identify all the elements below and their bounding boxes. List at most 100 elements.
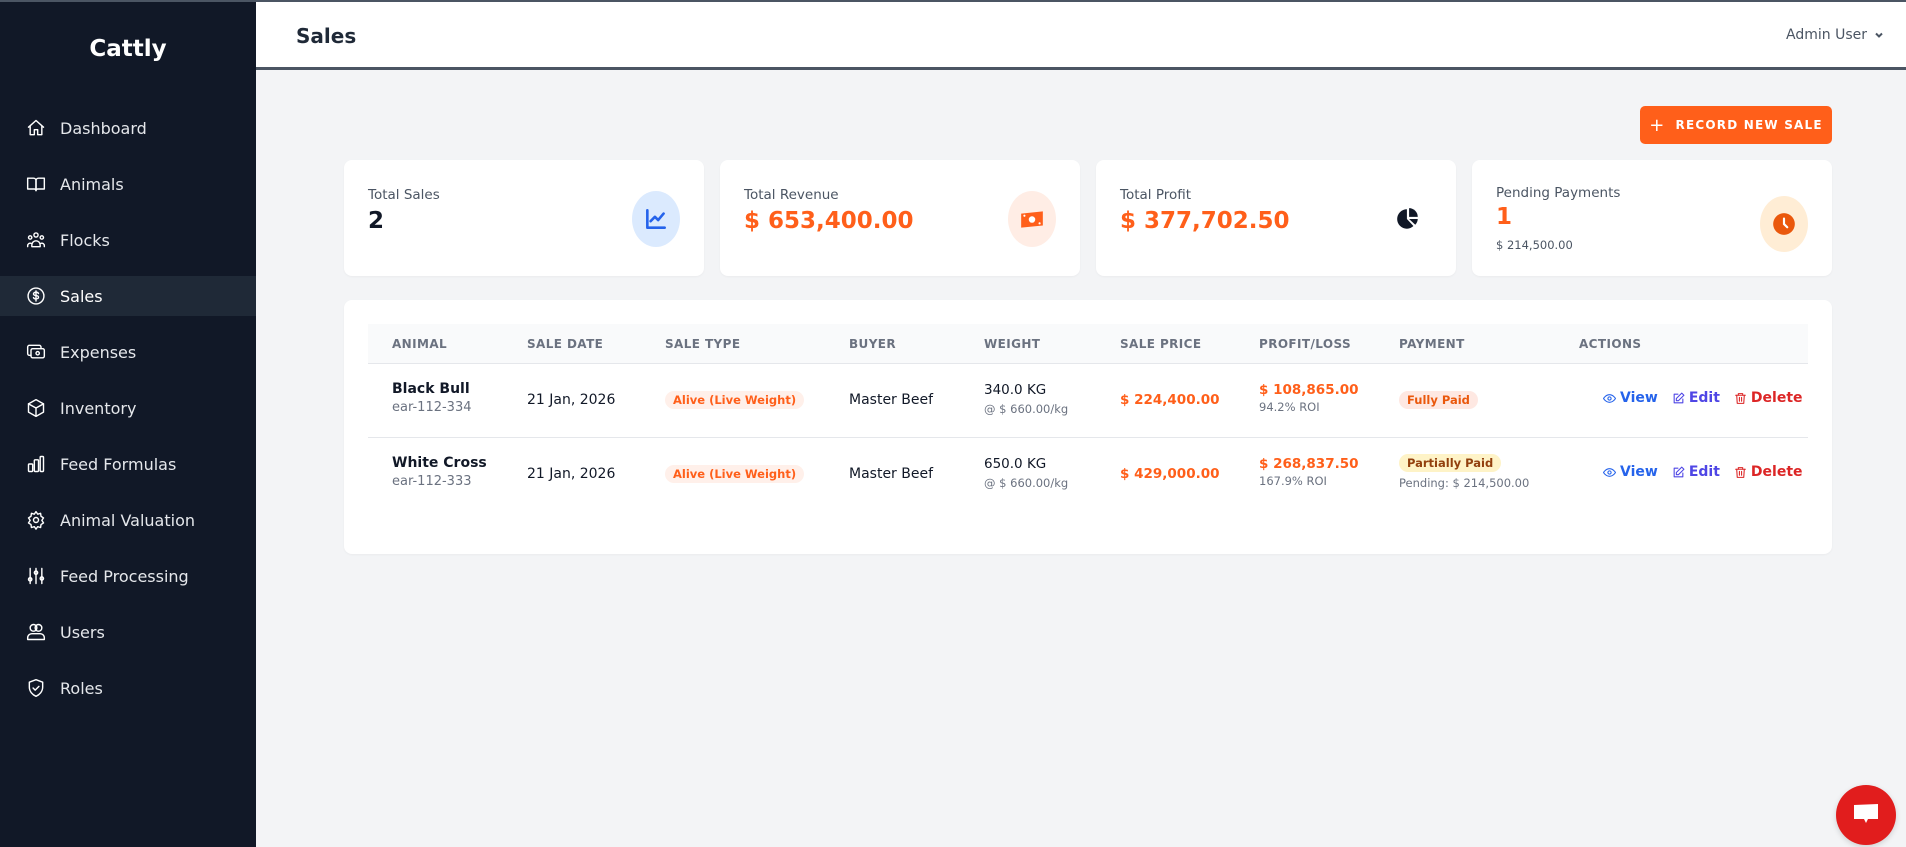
record-new-sale-label: RECORD NEW SALE [1675, 118, 1823, 132]
sidebar-item-flocks[interactable]: Flocks [0, 220, 256, 260]
sidebar-item-label: Feed Formulas [60, 454, 177, 474]
sidebar-item-label: Inventory [60, 398, 137, 418]
trend-chart-icon [632, 191, 680, 247]
sales-table-card: ANIMAL SALE DATE SALE TYPE BUYER WEIGHT … [344, 300, 1832, 554]
user-name: Admin User [1786, 27, 1867, 43]
top-bar: Sales Admin User [256, 2, 1906, 70]
stat-value: $ 653,400.00 [744, 208, 914, 234]
sidebar-item-label: Animals [60, 174, 124, 194]
animal-name: White Cross [392, 455, 487, 471]
sale-price: $ 429,000.00 [1120, 466, 1220, 482]
column-header: WEIGHT [984, 337, 1041, 351]
stat-value: 1 [1496, 204, 1513, 230]
record-new-sale-button[interactable]: + RECORD NEW SALE [1640, 106, 1832, 144]
sidebar: Cattly Dashboard Animals Flocks Sales Ex… [0, 2, 256, 847]
column-header: BUYER [849, 337, 897, 351]
view-button[interactable]: View [1603, 390, 1658, 406]
view-button[interactable]: View [1603, 464, 1658, 480]
banknote-icon [1008, 191, 1056, 247]
sidebar-item-label: Flocks [60, 230, 110, 250]
delete-button[interactable]: Delete [1734, 464, 1803, 480]
clock-icon [1760, 196, 1808, 252]
app-logo[interactable]: Cattly [89, 36, 167, 62]
sidebar-item-label: Feed Processing [60, 566, 189, 586]
sidebar-item-label: Roles [60, 678, 103, 698]
stat-value: $ 377,702.50 [1120, 208, 1290, 234]
profit: $ 108,865.00 [1259, 382, 1359, 398]
sale-date: 21 Jan, 2026 [527, 466, 616, 482]
eye-icon [1603, 393, 1616, 403]
chat-widget-button[interactable] [1836, 785, 1896, 845]
plus-icon: + [1649, 114, 1666, 136]
profit: $ 268,837.50 [1259, 456, 1359, 472]
pending-amount: Pending: $ 214,500.00 [1399, 476, 1530, 490]
page-title: Sales [296, 24, 357, 48]
trash-icon [1734, 466, 1746, 478]
sidebar-item-label: Expenses [60, 342, 137, 362]
sidebar-item-inventory[interactable]: Inventory [0, 388, 256, 428]
column-header: ACTIONS [1579, 337, 1642, 351]
stat-label: Total Profit [1120, 187, 1192, 203]
sliders-icon [27, 567, 45, 585]
buyer: Master Beef [849, 466, 934, 482]
bar-chart-icon [27, 455, 45, 473]
stats-row: Total Sales 2 Total Revenue $ 653,400.00… [344, 160, 1832, 276]
book-open-icon [26, 177, 46, 192]
sidebar-item-sales[interactable]: Sales [0, 276, 256, 316]
table-row[interactable]: White Cross ear-112-333 21 Jan, 2026 Ali… [368, 438, 1808, 512]
column-header: PROFIT/LOSS [1259, 337, 1352, 351]
animal-name: Black Bull [392, 381, 470, 397]
stat-value: 2 [368, 208, 385, 234]
table-header: ANIMAL SALE DATE SALE TYPE BUYER WEIGHT … [368, 324, 1808, 364]
animal-tag: ear-112-333 [392, 474, 472, 489]
sidebar-item-users[interactable]: Users [0, 612, 256, 652]
sidebar-item-label: Animal Valuation [60, 510, 195, 530]
rate: @ $ 660.00/kg [984, 402, 1069, 416]
animal-tag: ear-112-334 [392, 400, 472, 415]
table-row[interactable]: Black Bull ear-112-334 21 Jan, 2026 Aliv… [368, 364, 1808, 438]
sidebar-item-animals[interactable]: Animals [0, 164, 256, 204]
stat-sub-value: $ 214,500.00 [1496, 238, 1573, 252]
sidebar-item-animal-valuation[interactable]: Animal Valuation [0, 500, 256, 540]
payment-status-badge: Fully Paid [1399, 391, 1478, 409]
eye-icon [1603, 467, 1616, 477]
pie-chart-icon [1384, 191, 1432, 247]
sidebar-item-feed-processing[interactable]: Feed Processing [0, 556, 256, 596]
sale-price: $ 224,400.00 [1120, 392, 1220, 408]
column-header: ANIMAL [392, 337, 448, 351]
sidebar-item-label: Dashboard [60, 118, 147, 138]
stat-card-total-revenue: Total Revenue $ 653,400.00 [720, 160, 1080, 276]
sidebar-item-expenses[interactable]: Expenses [0, 332, 256, 372]
sales-table: ANIMAL SALE DATE SALE TYPE BUYER WEIGHT … [368, 324, 1808, 512]
column-header: SALE DATE [527, 337, 604, 351]
user-menu[interactable]: Admin User [1786, 27, 1884, 43]
edit-button[interactable]: Edit [1672, 390, 1720, 406]
stat-label: Total Sales [368, 187, 440, 203]
home-icon [27, 119, 45, 136]
edit-icon [1673, 466, 1685, 477]
sidebar-nav: Dashboard Animals Flocks Sales Expenses … [0, 108, 256, 724]
trash-icon [1734, 392, 1746, 404]
column-header: PAYMENT [1399, 337, 1465, 351]
sidebar-item-label: Users [60, 622, 105, 642]
user-group-icon [26, 232, 46, 248]
roi: 94.2% ROI [1259, 400, 1320, 414]
chat-bubble-icon [1854, 804, 1878, 823]
stat-card-total-sales: Total Sales 2 [344, 160, 704, 276]
buyer: Master Beef [849, 392, 934, 408]
sidebar-item-roles[interactable]: Roles [0, 668, 256, 708]
payment-status-badge: Partially Paid [1399, 454, 1502, 472]
column-header: SALE PRICE [1120, 337, 1202, 351]
users-icon [26, 623, 46, 641]
edit-icon [1673, 392, 1685, 403]
gear-icon [27, 510, 45, 530]
delete-button[interactable]: Delete [1734, 390, 1803, 406]
rate: @ $ 660.00/kg [984, 476, 1069, 490]
stat-label: Total Revenue [744, 187, 839, 203]
sidebar-item-feed-formulas[interactable]: Feed Formulas [0, 444, 256, 484]
sidebar-item-dashboard[interactable]: Dashboard [0, 108, 256, 148]
stat-label: Pending Payments [1496, 185, 1621, 201]
edit-button[interactable]: Edit [1672, 464, 1720, 480]
stat-card-pending-payments: Pending Payments 1 $ 214,500.00 [1472, 160, 1832, 276]
dollar-circle-icon [27, 287, 45, 305]
